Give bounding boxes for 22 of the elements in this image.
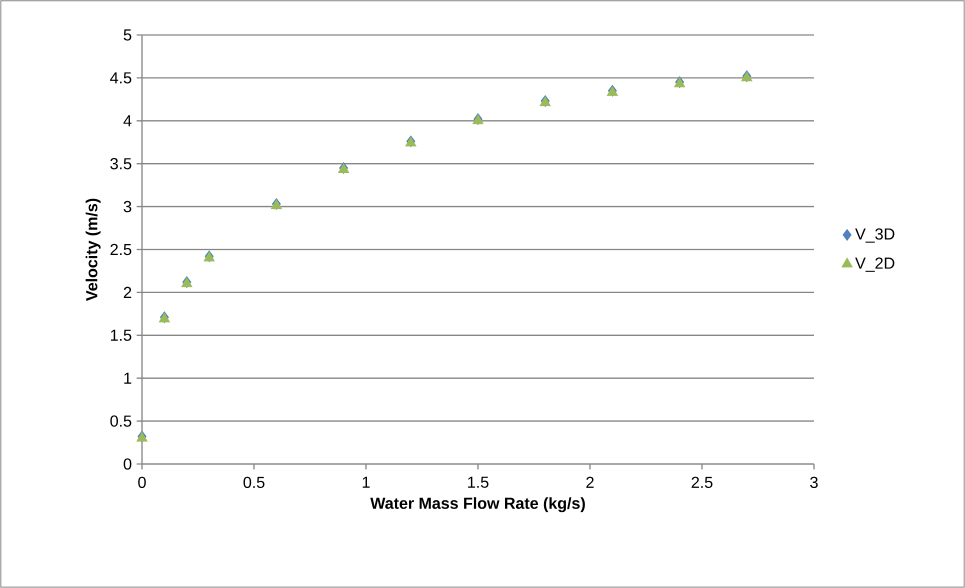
legend-label: V_2D	[855, 257, 894, 272]
x-tick-label: 0	[138, 476, 146, 488]
y-tick-label: 5	[124, 29, 132, 41]
y-tick-label: 1	[124, 372, 132, 384]
y-tick-label: 1.5	[110, 330, 132, 341]
y-axis-title: Velocity (m/s)	[86, 198, 101, 301]
y-tick-label: 3.5	[110, 158, 132, 170]
x-tick-label: 3	[810, 476, 818, 488]
x-tick-label: 0.5	[244, 476, 264, 488]
x-axis-title: Water Mass Flow Rate (kg/s)	[370, 497, 585, 512]
x-tick-label: 1	[362, 476, 370, 488]
y-tick-label: 0.5	[110, 415, 132, 427]
y-tick-label: 4	[123, 115, 132, 126]
y-tick-label: 3	[124, 200, 132, 212]
x-tick-label: 2	[586, 476, 594, 488]
y-tick-label: 4.5	[110, 72, 132, 84]
y-tick-label: 2	[124, 286, 132, 298]
y-tick-label: 0	[124, 458, 132, 470]
legend-label: V_3D	[855, 228, 894, 243]
y-tick-label: 2.5	[110, 244, 132, 256]
x-tick-label: 1.5	[468, 476, 488, 488]
x-tick-label: 2.5	[692, 476, 712, 488]
